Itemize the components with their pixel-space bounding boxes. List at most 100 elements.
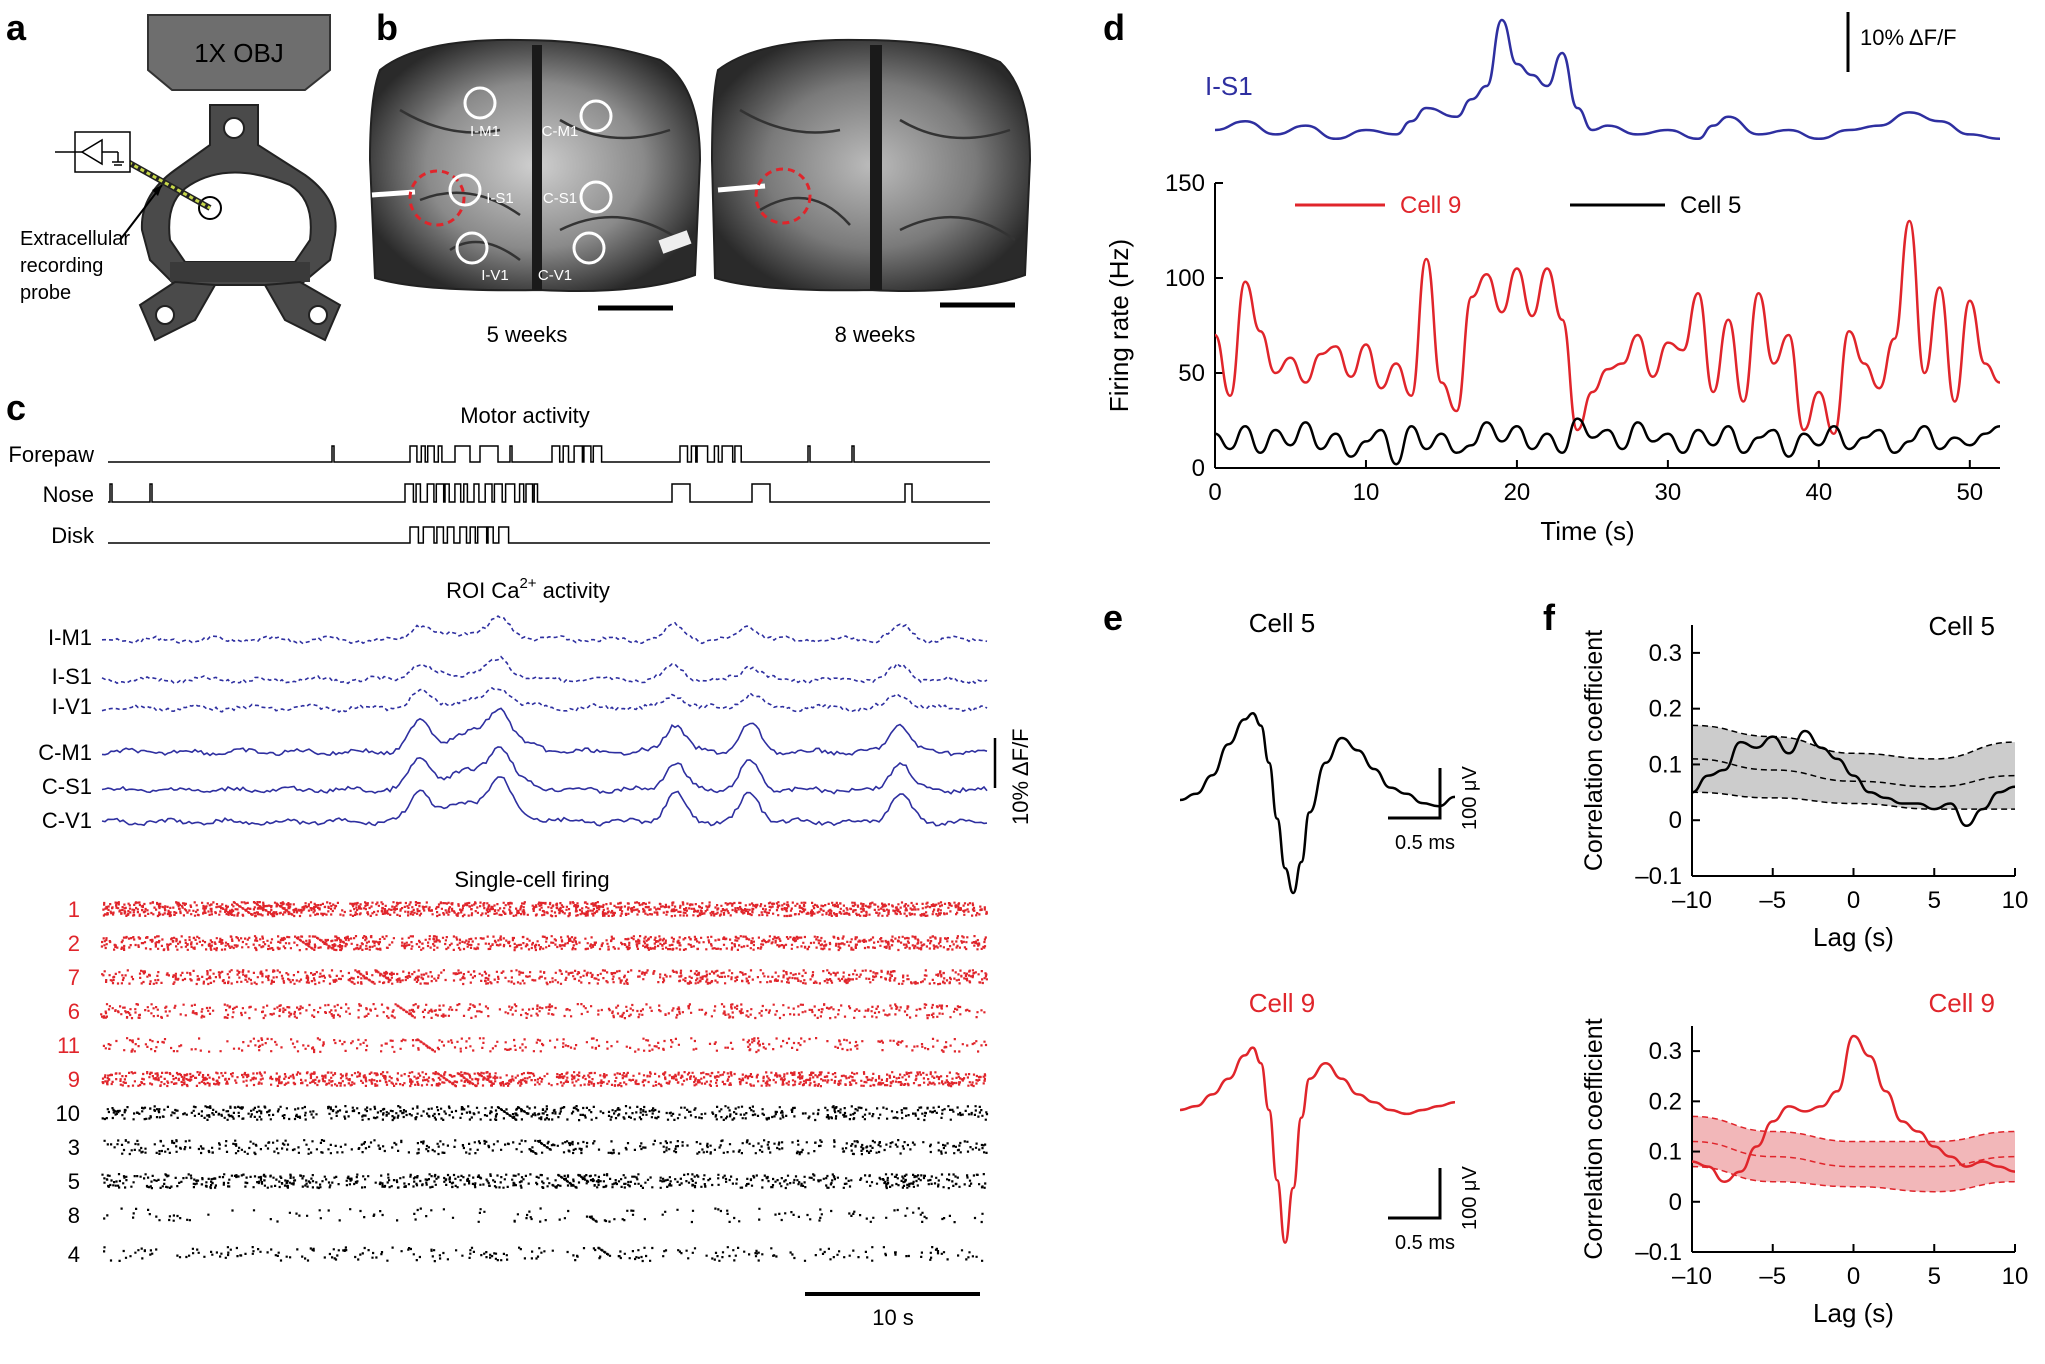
probe-label-1: Extracellular: [20, 228, 130, 250]
raster-row-8: [101, 1173, 987, 1190]
f2-ytick-label: –0.1: [1635, 1239, 1682, 1266]
d-ytick-label: 0: [1192, 455, 1205, 482]
d-scale-label: 10% ΔF/F: [1860, 25, 1957, 50]
time-scale-label: 10 s: [872, 1305, 914, 1330]
brain-image-5-weeks: I-M1 C-M1 I-S1 C-S1 I-V1 C-V1: [368, 38, 702, 292]
raster-spikes-3: [100, 1003, 986, 1020]
f1-series: [1691, 729, 2016, 828]
e-scale-v-5: 100 μV: [1459, 766, 1481, 830]
raster-spikes-10: [103, 1246, 984, 1263]
probe-arrow: [119, 184, 163, 241]
chart-d: 0 50 100 150 0 10 20 30 40 50 Time (s) Firing rate …: [1104, 18, 2001, 546]
e-scale-t-5: 0.5 ms: [1395, 832, 1455, 854]
roi-label-c-v1: C-V1: [538, 267, 572, 284]
panel-b-letter: b: [376, 7, 398, 48]
raster-row-10: [103, 1246, 984, 1263]
raster-spikes-0: [102, 901, 988, 918]
raster-spikes-2: [101, 969, 989, 986]
f2-band-lower: [1691, 1165, 2016, 1193]
raster-row-9: [103, 1207, 984, 1224]
f-cell5-title: Cell 5: [1929, 611, 1995, 641]
firing-title: Single-cell firing: [454, 867, 609, 892]
raster-row-4: [102, 1037, 988, 1054]
e-cell9-title: Cell 9: [1249, 988, 1315, 1018]
f2-ylabel: Correlation coefficient: [1580, 1018, 1608, 1259]
caption-8-weeks: 8 weeks: [835, 322, 916, 347]
roi-title-main: ROI Ca: [446, 578, 520, 603]
d-series-cell-5: [1214, 417, 2001, 466]
f-cell9-title: Cell 9: [1929, 988, 1995, 1018]
d-trace-label: I-S1: [1205, 71, 1253, 101]
f1-xtick-label: 10: [2002, 887, 2029, 914]
roi-label-i-s1: I-S1: [486, 190, 514, 207]
d-legend-cell5: Cell 5: [1680, 192, 1741, 219]
panel-f-letter: f: [1543, 597, 1556, 638]
f1-ytick-label: 0: [1669, 807, 1682, 834]
spike-rasters: [100, 901, 989, 1263]
roi-traces: [101, 615, 988, 827]
e-cell5-title: Cell 5: [1249, 608, 1315, 638]
probe-label-2: recording: [20, 255, 103, 277]
raster-row-0: [102, 901, 988, 918]
cell-label-8: 8: [68, 1203, 80, 1228]
cell-label-5: 5: [68, 1169, 80, 1194]
roi-label-i-m1: I-M1: [470, 123, 500, 140]
f2-xtick-label: 5: [1928, 1263, 1941, 1290]
cell-label-11: 11: [57, 1033, 80, 1058]
raster-spikes-8: [101, 1173, 987, 1190]
motor-activity-title: Motor activity: [460, 403, 590, 428]
raster-row-3: [100, 1003, 986, 1020]
f2-xtick-label: 10: [2002, 1263, 2029, 1290]
f1-band-lower: [1691, 791, 2015, 810]
roi-trace-1: [101, 655, 988, 685]
roi-row-i-s1: I-S1: [52, 664, 92, 689]
d-xtick-label: 50: [1956, 479, 1983, 506]
recording-site-8w: [754, 167, 812, 225]
objective-label: 1X OBJ: [194, 38, 284, 68]
f1-ytick-label: 0.2: [1649, 696, 1682, 723]
d-xtick-label: 40: [1805, 479, 1832, 506]
d-series-i-s1: [1214, 18, 2001, 141]
brain-image-8-weeks: [710, 38, 1032, 292]
f2-ytick-label: 0.3: [1649, 1038, 1682, 1065]
raster-spikes-6: [101, 1105, 989, 1122]
f1-band-upper: [1691, 724, 2016, 760]
f2-band: [1692, 1116, 2015, 1192]
motor-trace-2: [108, 526, 990, 544]
panel-a-apparatus: 1X OBJ Extracellular recording probe: [20, 14, 342, 342]
chart-e: [1179, 711, 1456, 1244]
cell-label-4: 4: [68, 1242, 80, 1267]
roi-activity-title: ROI Ca2+ activity: [446, 575, 610, 603]
cell-label-10: 10: [56, 1101, 80, 1126]
raster-row-6: [101, 1105, 989, 1122]
f2-ytick-label: 0: [1669, 1189, 1682, 1216]
f2-xtick-label: 0: [1847, 1263, 1860, 1290]
roi-trace-2: [101, 686, 988, 714]
cell-label-3: 3: [68, 1135, 80, 1160]
motor-row-nose: Nose: [43, 482, 94, 507]
roi-title-tail: activity: [537, 578, 610, 603]
raster-row-7: [103, 1139, 988, 1156]
d-legend-cell9: Cell 9: [1400, 192, 1461, 219]
f1-ytick-label: 0.3: [1649, 640, 1682, 667]
panel-c-letter: c: [6, 387, 26, 428]
d-xtick-label: 0: [1208, 479, 1221, 506]
cell-label-6: 6: [68, 999, 80, 1024]
roi-row-i-v1: I-V1: [52, 694, 92, 719]
cell-label-9: 9: [68, 1067, 80, 1092]
roi-trace-4: [101, 746, 988, 795]
d-xtick-label: 10: [1353, 479, 1380, 506]
chart-f-cell9: –0.1 0 0.1 0.2 0.3 –10 –5 0 5 10 Lag (s) Correlatio…: [1580, 1018, 2028, 1328]
d-xtick-label: 30: [1655, 479, 1682, 506]
roi-trace-3: [101, 707, 988, 757]
roi-row-c-s1: C-S1: [42, 774, 92, 799]
f1-ylabel: Correlation coefficient: [1580, 630, 1608, 871]
panel-a-letter: a: [6, 7, 27, 48]
e-scale-t-9: 0.5 ms: [1395, 1232, 1455, 1254]
roi-label-c-m1: C-M1: [542, 123, 579, 140]
f2-ytick-label: 0.2: [1649, 1088, 1682, 1115]
chart-f-cell5: –0.1 0 0.1 0.2 0.3 –10 –5 0 5 10 Lag (s) Correlatio…: [1580, 625, 2028, 952]
f1-band-mean: [1691, 758, 2016, 788]
raster-spikes-5: [101, 1071, 987, 1088]
